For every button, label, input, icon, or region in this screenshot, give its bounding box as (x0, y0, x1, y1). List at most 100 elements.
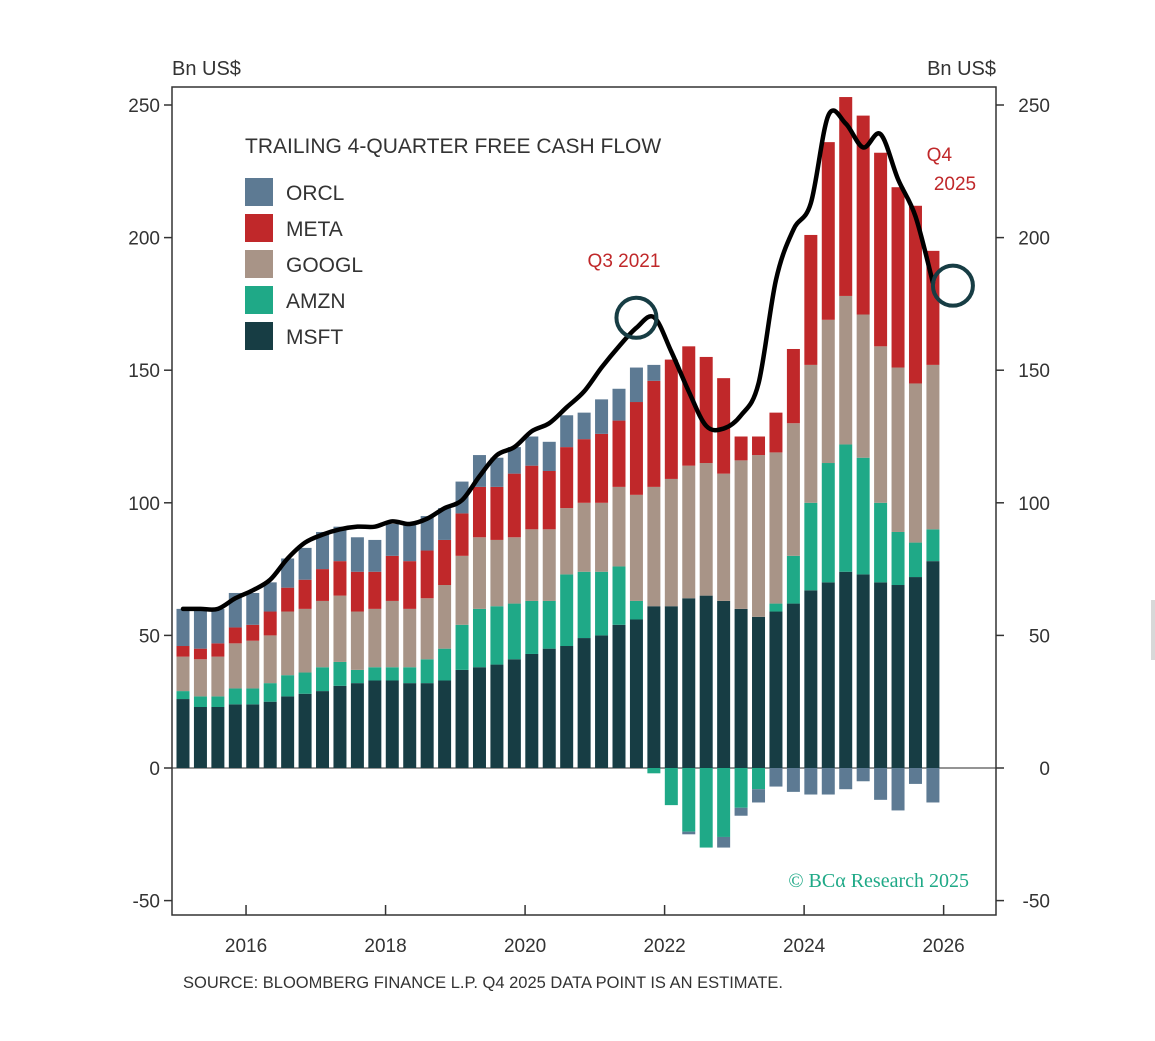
bar-amzn (193, 696, 207, 708)
bar-msft (821, 582, 835, 768)
bar-msft (612, 624, 626, 768)
bar-meta (298, 579, 312, 609)
bar-googl (786, 423, 800, 556)
bar-orcl (298, 547, 312, 580)
bar-meta (368, 571, 382, 609)
bar-orcl (316, 531, 330, 570)
bar-googl (734, 460, 748, 609)
bar-googl (560, 508, 574, 575)
y-tick-label-right: 250 (1018, 96, 1050, 117)
bar-googl (874, 346, 888, 503)
bar-amzn (438, 648, 452, 681)
bar-amzn (908, 542, 922, 578)
bar-googl (281, 611, 295, 676)
bar-amzn (298, 672, 312, 694)
bar-orcl (717, 836, 731, 848)
y-tick-label-right: -50 (1023, 892, 1050, 913)
y-tick-label-left: 250 (128, 96, 160, 117)
bar-meta (908, 205, 922, 384)
bar-msft (472, 667, 486, 768)
bar-msft (629, 619, 643, 768)
y-tick-label-left: 200 (128, 229, 160, 250)
bar-amzn (926, 529, 940, 562)
bar-meta (403, 561, 417, 609)
bar-meta (316, 569, 330, 601)
bar-orcl (821, 768, 835, 795)
bar-msft (455, 669, 469, 768)
bar-amzn (699, 768, 713, 848)
y-tick-label-left: 50 (139, 626, 160, 647)
bar-amzn (403, 667, 417, 684)
bar-meta (577, 439, 591, 503)
bar-meta (664, 359, 678, 479)
axis-ticks: -50 -50 0 0 50 50 100 100 150 150 200 200 250 250 2016… (128, 96, 1050, 957)
bar-amzn (595, 571, 609, 636)
bar-googl (926, 364, 940, 530)
bar-orcl (595, 399, 609, 434)
bar-googl (839, 295, 853, 445)
bar-amzn (717, 768, 731, 837)
bar-googl (908, 383, 922, 543)
bar-msft (595, 635, 609, 768)
bar-googl (682, 465, 696, 599)
bar-googl (769, 452, 783, 604)
bar-orcl (734, 807, 748, 816)
y-tick-label-right: 200 (1018, 229, 1050, 250)
bar-orcl (612, 388, 626, 421)
y-tick-label-left: 150 (128, 361, 160, 382)
bar-amzn (874, 502, 888, 583)
bar-googl (577, 502, 591, 572)
right-axis-unit-label: Bn US$ (927, 58, 996, 80)
bar-orcl (891, 768, 905, 811)
bar-meta (647, 380, 661, 487)
bar-meta (734, 436, 748, 461)
bar-meta (438, 539, 452, 586)
bar-orcl (385, 524, 399, 556)
bar-meta (612, 420, 626, 487)
legend-label-orcl: ORCL (286, 182, 344, 205)
total-fcf-line (180, 108, 936, 612)
bar-orcl (263, 582, 277, 612)
bar-googl (856, 314, 870, 458)
bar-amzn (821, 463, 835, 583)
annotation-q4-2025: Q4 2025 (927, 145, 976, 195)
bar-googl (211, 656, 225, 697)
bar-meta (490, 486, 504, 540)
bar-meta (856, 115, 870, 315)
bar-orcl (438, 508, 452, 540)
bar-googl (350, 611, 364, 670)
y-tick-label-right: 0 (1039, 759, 1050, 780)
left-axis-unit-label: Bn US$ (172, 58, 241, 80)
legend: ORCL META GOOGL AMZN MSFT (245, 178, 363, 350)
bar-googl (891, 367, 905, 532)
bar-msft (246, 704, 260, 768)
y-tick-label-right: 100 (1018, 494, 1050, 515)
bar-orcl (333, 526, 347, 562)
bar-orcl (874, 768, 888, 800)
bar-orcl (246, 592, 260, 625)
legend-swatch-googl (245, 250, 273, 278)
bar-msft (856, 574, 870, 768)
bar-googl (629, 494, 643, 601)
bar-googl (368, 608, 382, 668)
watermark: © BCα Research 2025 (788, 870, 969, 892)
bar-msft (525, 653, 539, 768)
bar-amzn (786, 555, 800, 604)
bar-msft (682, 598, 696, 768)
legend-label-googl: GOOGL (286, 254, 363, 277)
bar-amzn (612, 566, 626, 625)
bar-msft (664, 606, 678, 768)
bar-googl (752, 455, 766, 617)
bar-meta (821, 142, 835, 320)
bar-meta (926, 250, 940, 365)
bar-googl (717, 473, 731, 601)
bar-amzn (176, 691, 190, 700)
legend-label-meta: META (286, 218, 343, 241)
bar-orcl (542, 441, 556, 471)
bar-meta (560, 447, 574, 509)
bar-amzn (664, 768, 678, 806)
bar-msft (281, 696, 295, 768)
bar-meta (542, 470, 556, 530)
bar-orcl (752, 789, 766, 803)
bar-googl (298, 608, 312, 673)
